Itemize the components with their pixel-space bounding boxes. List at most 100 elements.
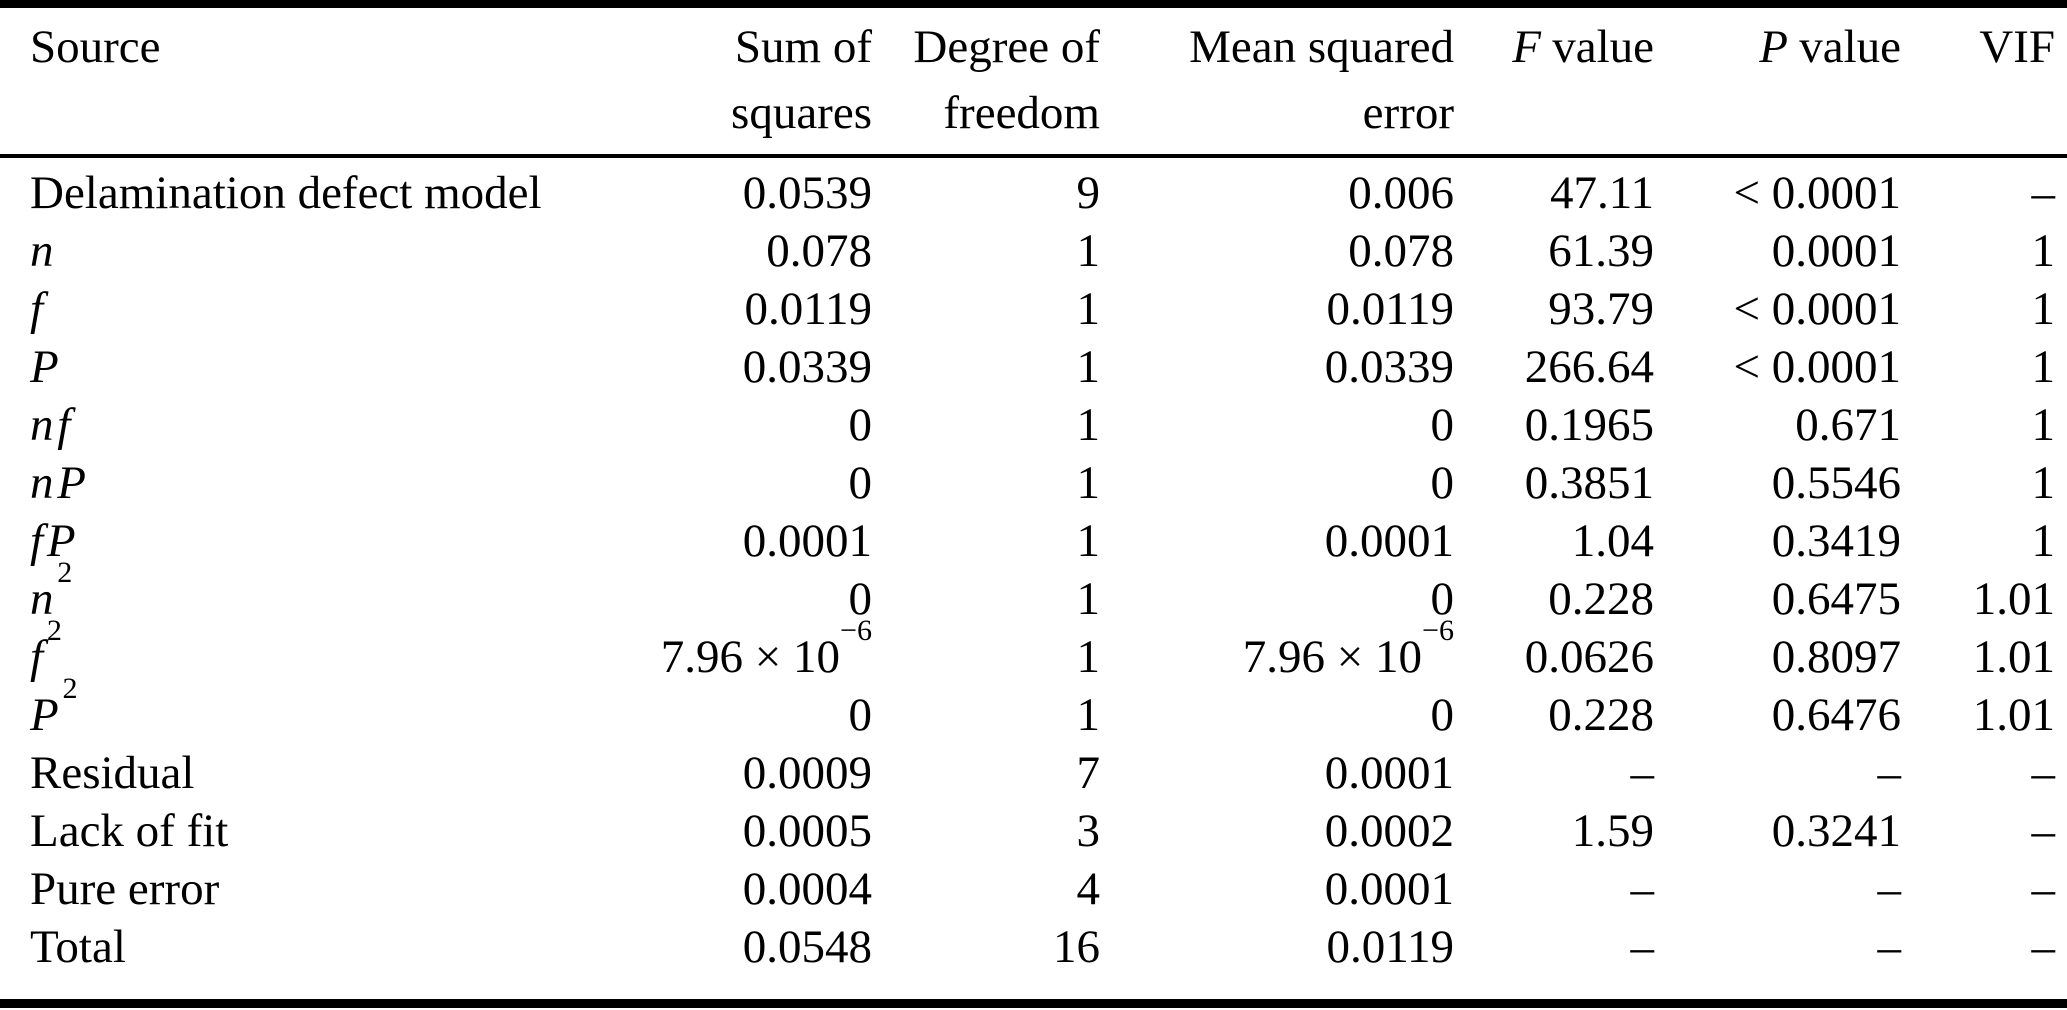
- value-text: 0: [848, 573, 873, 625]
- value-cell: 0.0004: [600, 860, 872, 918]
- value-text: 1.01: [1972, 573, 2055, 625]
- value-text: 0.0004: [742, 863, 872, 915]
- value-text: 0.3851: [1524, 457, 1654, 509]
- value-cell: 0.0001: [1100, 512, 1454, 570]
- value-text: 1: [1076, 515, 1101, 567]
- value-text: 93.79: [1548, 283, 1654, 335]
- value-text: 0.0339: [742, 341, 872, 393]
- table-row: Total 0.0548 16 0.0119 – – –: [0, 918, 2067, 976]
- table-row: fP 0.0001 1 0.0001 1.04 0.3419 1: [0, 512, 2067, 570]
- table-row: f2 7.96 × 10−6 1 7.96 × 10−6 0.0626 0.8097 1.0…: [0, 615, 2067, 686]
- value-cell: 1.01: [1901, 570, 2067, 628]
- source-cell: nP: [0, 454, 600, 512]
- value-cell: 0: [1100, 396, 1455, 454]
- value-text: –: [1630, 863, 1655, 915]
- value-text: 0: [848, 689, 873, 741]
- value-cell: 0.0539: [600, 156, 872, 222]
- value-text: 0.3241: [1771, 805, 1901, 857]
- table-header: Source Sum of squares Degree of freedom …: [0, 4, 2067, 156]
- source-label: Pure error: [30, 863, 220, 915]
- source-cell: Residual: [0, 744, 600, 802]
- value-cell: 1: [872, 454, 1101, 512]
- value-cell: 0.0001: [1100, 744, 1454, 802]
- value-cell: –: [1454, 918, 1655, 976]
- value-cell: 1: [872, 396, 1101, 454]
- value-text: –: [1877, 921, 1902, 973]
- col-header-vif: VIF: [1901, 4, 2067, 156]
- value-text: 0: [848, 399, 873, 451]
- value-cell: 0.078: [1100, 222, 1454, 280]
- col-header-mse-line1: Mean squared: [1189, 21, 1454, 73]
- table-row: P2 0 1 0 0.228 0.6476 1.01: [0, 673, 2067, 744]
- source-cell: Total: [0, 918, 600, 976]
- value-text: 0.078: [1348, 225, 1454, 277]
- source-cell: P: [0, 338, 600, 396]
- value-cell: 7: [872, 744, 1101, 802]
- value-cell: 0.006: [1100, 156, 1454, 222]
- value-text: 1: [1076, 631, 1101, 683]
- col-header-p-rest: value: [1799, 21, 1901, 73]
- value-text: 7: [1076, 747, 1101, 799]
- value-cell: –: [1454, 860, 1655, 918]
- value-text: 0.0001: [1324, 863, 1454, 915]
- value-cell: 0.228: [1454, 686, 1654, 744]
- table-row: f 0.0119 1 0.0119 93.79 < 0.0001 1: [0, 280, 2067, 338]
- value-cell: 1: [1901, 512, 2067, 570]
- value-cell: 16: [872, 918, 1100, 976]
- source-label: P: [30, 689, 63, 741]
- value-cell: 0.5546: [1654, 454, 1901, 512]
- value-text: 9: [1076, 167, 1101, 219]
- value-cell: 3: [872, 802, 1101, 860]
- col-header-dof-line2: freedom: [943, 87, 1100, 139]
- col-header-source: Source: [0, 4, 600, 156]
- value-cell: 7.96 × 10−6: [600, 615, 872, 686]
- value-text: –: [2031, 805, 2056, 857]
- col-header-mean-squared-error: Mean squared error: [1100, 4, 1454, 156]
- table-row: Lack of fit 0.0005 3 0.0002 1.59 0.3241 –: [0, 802, 2067, 860]
- value-text: –: [1877, 863, 1902, 915]
- source-cell: f2: [0, 615, 600, 686]
- value-text: 1.59: [1571, 805, 1654, 857]
- value-text: 3: [1076, 805, 1101, 857]
- value-cell: 266.64: [1454, 338, 1654, 396]
- value-cell: 61.39: [1454, 222, 1654, 280]
- value-cell: 1: [872, 222, 1101, 280]
- value-cell: 0: [600, 454, 873, 512]
- col-header-vif-label: VIF: [1979, 21, 2055, 73]
- value-cell: 93.79: [1454, 280, 1654, 338]
- value-text: 1: [1076, 283, 1101, 335]
- value-cell: < 0.0001: [1654, 338, 1901, 396]
- value-text: 0.228: [1548, 689, 1654, 741]
- value-cell: 1: [1901, 222, 2067, 280]
- anova-table: Source Sum of squares Degree of freedom …: [0, 0, 2067, 976]
- value-text: < 0.0001: [1733, 167, 1901, 219]
- table-row: n 0.078 1 0.078 61.39 0.0001 1: [0, 222, 2067, 280]
- value-text: 0: [1430, 457, 1455, 509]
- value-text: 1: [1076, 225, 1101, 277]
- value-cell: 1.01: [1901, 628, 2067, 686]
- value-text: 0.3419: [1771, 515, 1901, 567]
- source-label: n: [30, 573, 58, 625]
- source-superscript: 2: [57, 555, 73, 590]
- value-text: –: [2031, 167, 2056, 219]
- value-cell: 0.0119: [600, 280, 872, 338]
- source-cell: P2: [0, 673, 600, 744]
- value-cell: 0.0001: [1100, 860, 1454, 918]
- source-cell: Lack of fit: [0, 802, 600, 860]
- source-cell: f: [0, 280, 600, 338]
- col-header-sum-line1: Sum of: [734, 21, 872, 73]
- value-cell: 0.228: [1454, 570, 1654, 628]
- source-label: nf: [30, 399, 75, 451]
- value-text: 0.671: [1795, 399, 1901, 451]
- table-row: nf 0 1 0 0.1965 0.671 1: [0, 396, 2067, 454]
- value-cell: 4: [872, 860, 1101, 918]
- value-cell: –: [1901, 918, 2067, 976]
- value-text: 7.96 × 10: [660, 631, 840, 683]
- value-text: 0.0539: [742, 167, 872, 219]
- value-cell: 0.6475: [1654, 570, 1901, 628]
- value-text: 1: [1076, 399, 1101, 451]
- value-text: 0: [1430, 573, 1455, 625]
- value-text: –: [2031, 863, 2056, 915]
- value-text: 0.006: [1348, 167, 1454, 219]
